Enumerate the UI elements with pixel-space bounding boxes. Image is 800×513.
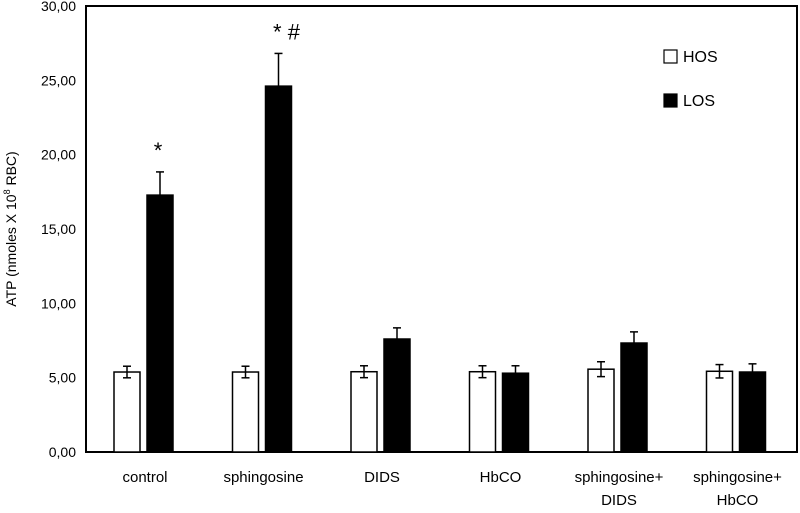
error-bar xyxy=(360,365,368,379)
y-tick-label: 15,00 xyxy=(41,221,76,237)
y-tick-label: 20,00 xyxy=(41,147,76,163)
error-bar xyxy=(597,361,605,378)
error-bar xyxy=(715,363,724,379)
bar-los xyxy=(620,342,648,453)
legend-swatch-los xyxy=(663,93,678,108)
bar-los xyxy=(501,372,530,453)
error-bar xyxy=(630,331,638,344)
significance-marker: * xyxy=(154,138,163,163)
x-tick-label: DIDS xyxy=(601,492,637,509)
bar-los xyxy=(383,338,411,453)
bar-los xyxy=(264,85,293,453)
legend-label-hos: HOS xyxy=(683,49,718,66)
bar-hos xyxy=(468,370,497,453)
x-tick-label: HbCO xyxy=(717,492,759,509)
error-bar xyxy=(274,52,283,87)
plot-frame xyxy=(85,5,798,453)
x-tick-label: HbCO xyxy=(480,469,522,486)
error-bar xyxy=(478,365,487,379)
significance-marker: * # xyxy=(273,19,301,44)
x-tick-label: sphingosine+ xyxy=(693,469,782,486)
y-tick-label: 30,00 xyxy=(41,0,76,14)
error-bar xyxy=(748,363,757,373)
bar-los xyxy=(146,194,174,453)
error-bar xyxy=(241,365,250,379)
error-bar xyxy=(393,327,401,340)
bar-hos xyxy=(705,370,734,453)
x-tick-label: DIDS xyxy=(364,469,400,486)
bar-hos xyxy=(350,370,378,453)
y-axis-label: ATP (nmoles X 108 RBC) xyxy=(2,151,19,306)
legend-swatch-hos xyxy=(663,49,678,64)
bar-hos xyxy=(587,368,615,453)
error-bar xyxy=(123,365,131,379)
x-tick-label: control xyxy=(122,469,167,486)
x-tick-label: sphingosine xyxy=(223,469,303,486)
y-tick-label: 10,00 xyxy=(41,295,76,311)
error-bar xyxy=(511,365,520,374)
y-tick-label: 5,00 xyxy=(49,370,76,386)
bar-los xyxy=(738,371,767,453)
y-tick-label: 0,00 xyxy=(49,444,76,460)
y-tick-label: 25,00 xyxy=(41,72,76,88)
legend-label-los: LOS xyxy=(683,93,715,110)
bar-hos xyxy=(113,371,141,453)
error-bar xyxy=(156,171,164,196)
bar-hos xyxy=(231,371,260,453)
x-tick-label: sphingosine+ xyxy=(575,469,664,486)
